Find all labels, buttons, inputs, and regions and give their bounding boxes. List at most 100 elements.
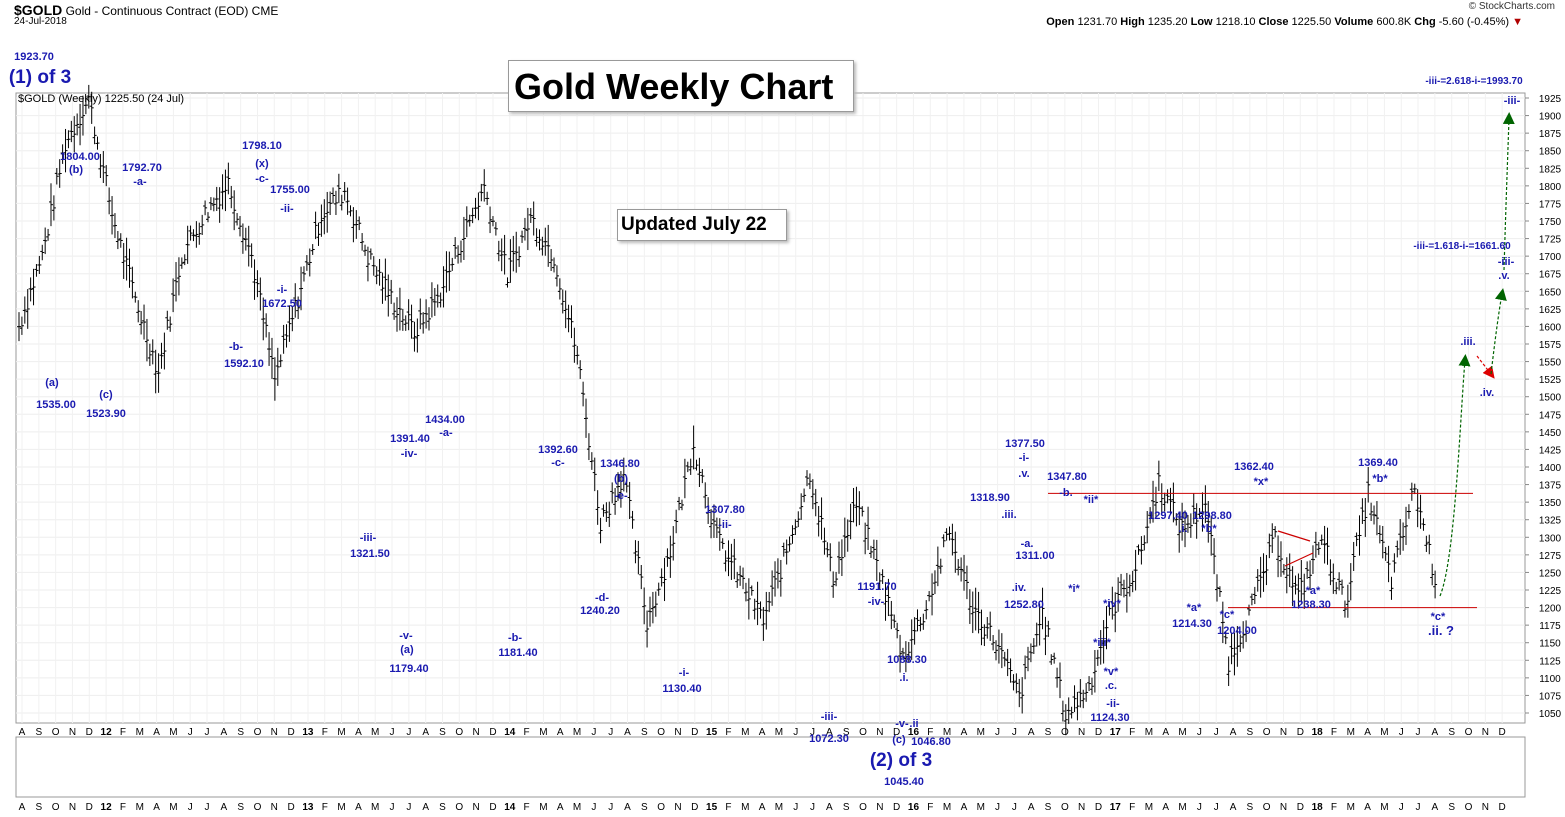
x-tick-label: S (1247, 727, 1254, 738)
x-tick-label-lower: F (322, 802, 328, 813)
wave-label-p1307: 1307.80 (705, 504, 745, 516)
x-tick-label-lower: S (1448, 802, 1455, 813)
x-tick-label: M (1347, 727, 1355, 738)
chg-label: Chg (1414, 16, 1436, 28)
chart-header: $GOLD Gold - Continuous Contract (EOD) C… (14, 2, 278, 27)
x-tick-label: M (1178, 727, 1186, 738)
y-tick-label: 1800 (1539, 182, 1562, 193)
y-tick-label: 1625 (1539, 305, 1562, 316)
wave-label-p1191-iv: -iv- (868, 596, 885, 608)
x-tick-label: D (1499, 727, 1506, 738)
wave-label-p1181: 1181.40 (498, 647, 537, 659)
x-tick-label-lower: M (943, 802, 951, 813)
x-tick-label-lower: O (52, 802, 60, 813)
x-tick-label-lower: J (591, 802, 596, 813)
x-tick-label-lower: O (1263, 802, 1271, 813)
wave-label-p1535: 1535.00 (36, 399, 76, 411)
x-tick-label-lower: J (205, 802, 210, 813)
wave-label-p1130: 1130.40 (662, 683, 701, 695)
x-tick-label: 13 (302, 727, 314, 738)
x-tick-label: S (439, 727, 446, 738)
x-tick-label-lower: M (539, 802, 547, 813)
wave-label-p-ii-star: *ii* (1084, 494, 1099, 506)
x-tick-label: J (1197, 727, 1202, 738)
wave-label-p1804-b: (b) (69, 164, 83, 176)
wave-label-p-iii-star: *iii* (1093, 637, 1111, 649)
x-tick-label-lower: N (271, 802, 278, 813)
x-tick-label-lower: N (69, 802, 76, 813)
x-tick-label-lower: 12 (101, 802, 113, 813)
wave-label-wave2: (2) of 3 (870, 750, 932, 771)
x-tick-label-lower: S (1045, 802, 1052, 813)
wave-label-p1297: 1297.40 (1148, 510, 1188, 522)
wave-label-proj-1661: -iii-=1.618-i-=1661.60 (1413, 241, 1511, 252)
wave-label-p1297-i: .i. (1178, 523, 1187, 535)
x-tick-label: N (271, 727, 278, 738)
x-tick-label: M (775, 727, 783, 738)
wave-label-p1592-b: -b- (229, 341, 243, 353)
x-tick-label-lower: A (422, 802, 429, 813)
wave-label-p1321: 1321.50 (350, 548, 390, 560)
wave-label-wave1: (1) of 3 (9, 67, 71, 88)
x-tick-label-lower: D (893, 802, 900, 813)
x-tick-label-lower: M (1145, 802, 1153, 813)
wave-label-p1798: 1798.10 (242, 140, 282, 152)
wave-label-p1240: 1240.20 (580, 605, 620, 617)
open-value: 1231.70 (1077, 16, 1118, 28)
x-tick-label: J (1012, 727, 1017, 738)
wave-label-p1755: 1755.00 (270, 184, 310, 196)
projection-wave-iii-final (1502, 112, 1515, 271)
wave-label-p1362: 1362.40 (1234, 461, 1274, 473)
wave-label-p-end-ii: .ii. ? (1428, 623, 1454, 638)
x-tick-label: M (943, 727, 951, 738)
x-tick-label: 14 (504, 727, 516, 738)
x-tick-label-lower: N (473, 802, 480, 813)
wave-label-p-c-dot: .c. (1105, 680, 1117, 692)
wave-label-p1392: 1392.60 (538, 444, 578, 456)
x-tick-label: D (1297, 727, 1304, 738)
x-tick-label-lower: A (759, 802, 766, 813)
x-tick-label: N (876, 727, 883, 738)
wave-label-p-end-c: *c* (1431, 611, 1446, 623)
x-tick-label-lower: N (876, 802, 883, 813)
x-tick-label: J (1416, 727, 1421, 738)
x-tick-label-lower: A (557, 802, 564, 813)
chart-title-box: Gold Weekly Chart (508, 60, 854, 112)
triangle-bottom-line (1284, 552, 1314, 567)
x-tick-label-lower: M (775, 802, 783, 813)
x-tick-label: N (1280, 727, 1287, 738)
x-tick-label: O (1061, 727, 1069, 738)
y-tick-label: 1925 (1539, 94, 1562, 105)
wave-label-p1088: 1088.30 (887, 654, 927, 666)
wave-label-p1523-c: (c) (99, 389, 113, 401)
x-tick-label: 18 (1312, 727, 1324, 738)
wave-label-p-v-star: *v* (1104, 666, 1119, 678)
x-tick-label-lower: O (254, 802, 262, 813)
y-tick-label: 1150 (1539, 639, 1561, 650)
low-label: Low (1190, 16, 1213, 28)
x-tick-label: S (1448, 727, 1455, 738)
x-tick-label-lower: 15 (706, 802, 718, 813)
wave-label-p1377: 1377.50 (1005, 438, 1045, 450)
y-tick-label: 1400 (1539, 463, 1562, 474)
x-tick-label-lower: O (859, 802, 867, 813)
wave-label-p1377-i: -i- (1019, 452, 1030, 464)
wave-label-proj-iii: .iii. (1460, 336, 1475, 348)
x-tick-label-lower: D (691, 802, 698, 813)
x-tick-label-lower: J (1197, 802, 1202, 813)
y-tick-label: 1325 (1539, 516, 1562, 527)
y-tick-label: 1125 (1539, 656, 1561, 667)
lower-panel (15, 736, 1526, 798)
x-tick-label: 17 (1110, 727, 1122, 738)
y-tick-label: 1525 (1539, 375, 1562, 386)
x-tick-label-lower: 16 (908, 802, 920, 813)
x-tick-label: D (288, 727, 295, 738)
x-tick-label: A (19, 727, 26, 738)
chg-down-icon: ▼ (1512, 16, 1523, 28)
x-tick-label-lower: O (1061, 802, 1069, 813)
x-tick-label: F (524, 727, 530, 738)
x-tick-label-lower: S (641, 802, 648, 813)
volume-value: 600.8K (1376, 16, 1412, 28)
x-tick-label-lower: F (1129, 802, 1135, 813)
x-tick-label-lower: J (1399, 802, 1404, 813)
